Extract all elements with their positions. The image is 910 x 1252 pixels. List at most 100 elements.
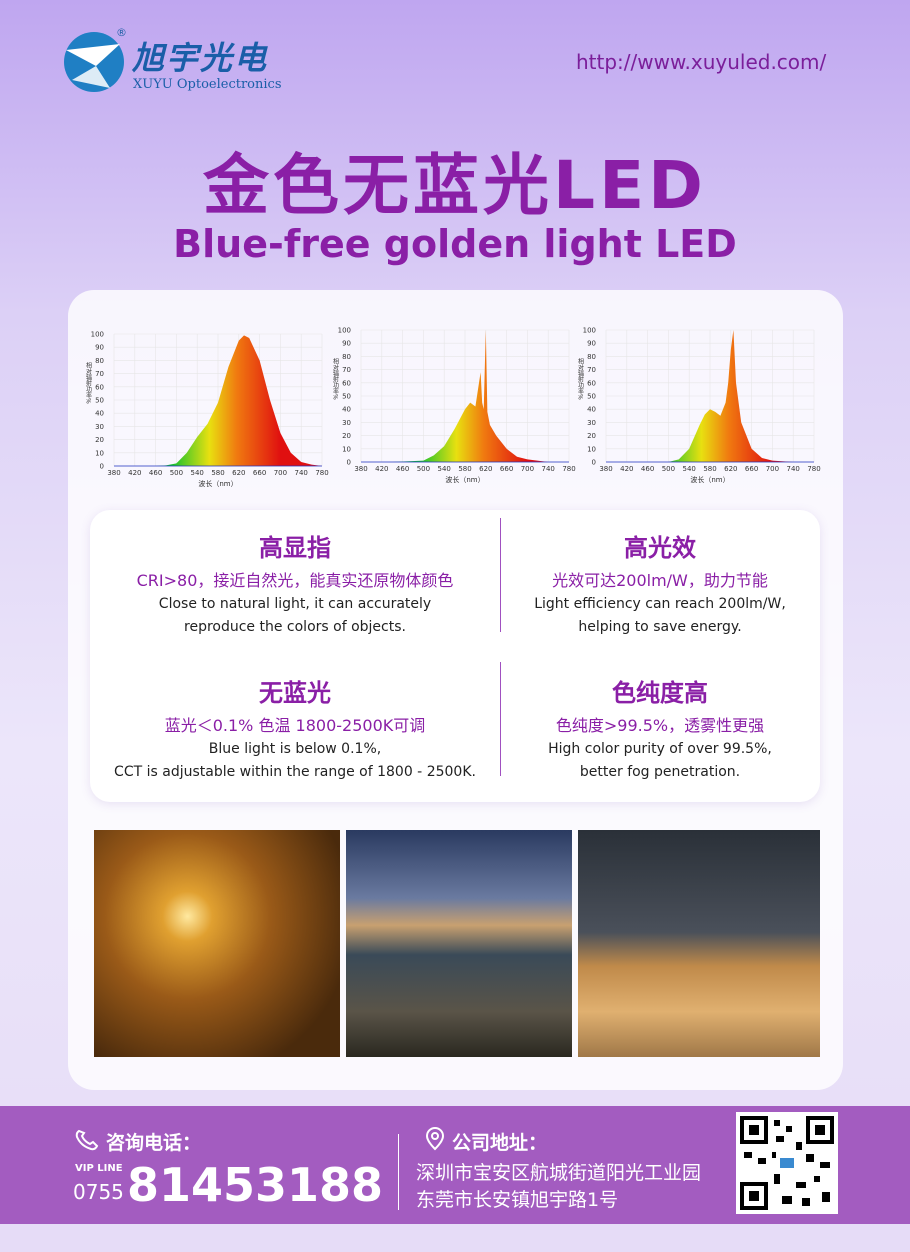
x-tick-label: 580 bbox=[703, 465, 716, 473]
x-tick-label: 780 bbox=[315, 469, 328, 477]
y-tick-label: 50 bbox=[587, 393, 596, 401]
feature-highlight: 蓝光＜0.1% 色温 1800-2500K可调 bbox=[164, 716, 426, 735]
url[interactable]: http://www.xuyuled.com/ bbox=[576, 50, 827, 74]
x-tick-label: 540 bbox=[191, 469, 204, 477]
divider bbox=[398, 1134, 399, 1210]
y-tick-label: 0 bbox=[592, 459, 596, 467]
photo-bedroom bbox=[94, 830, 340, 1057]
feature-text: better fog penetration. bbox=[579, 764, 741, 780]
x-tick-label: 460 bbox=[149, 469, 162, 477]
x-tick-label: 660 bbox=[500, 465, 513, 473]
divider bbox=[500, 518, 501, 632]
y-tick-label: 100 bbox=[583, 327, 596, 335]
spectrum-chart: 0 10 20 30 40 50 60 70 80 90 100 380 420 460 500 540 580… bbox=[577, 327, 821, 485]
spectrum-chart: 0 10 20 30 40 50 60 70 80 90 100 380 420 460 500 540 580… bbox=[332, 327, 576, 485]
x-axis-label: 波长（nm） bbox=[198, 479, 237, 488]
feature-text: Blue light is below 0.1%, bbox=[208, 741, 382, 757]
x-tick-label: 620 bbox=[479, 465, 492, 473]
y-tick-label: 30 bbox=[95, 423, 104, 431]
spectrum-area bbox=[114, 335, 322, 466]
phone-icon bbox=[75, 1129, 99, 1151]
x-tick-label: 700 bbox=[766, 465, 779, 473]
location-icon bbox=[425, 1126, 445, 1151]
x-tick-label: 380 bbox=[107, 469, 120, 477]
address: 深圳市宝安区航城街道阳光工业园 bbox=[416, 1162, 702, 1184]
y-tick-label: 80 bbox=[95, 357, 104, 365]
spectrum-area bbox=[606, 330, 814, 462]
x-tick-label: 460 bbox=[396, 465, 409, 473]
y-tick-label: 30 bbox=[587, 419, 596, 427]
x-tick-label: 620 bbox=[232, 469, 245, 477]
y-tick-label: 90 bbox=[587, 340, 596, 348]
x-tick-label: 420 bbox=[620, 465, 633, 473]
y-tick-label: 40 bbox=[587, 406, 596, 414]
x-tick-label: 740 bbox=[787, 465, 800, 473]
x-axis-label: 波长（nm） bbox=[445, 475, 484, 484]
feature-title: 高显指 bbox=[259, 534, 331, 562]
spectrum-area bbox=[361, 330, 569, 462]
subtitle: Blue-free golden light LED bbox=[173, 222, 737, 266]
y-tick-label: 0 bbox=[347, 459, 351, 467]
logo-icon bbox=[64, 32, 124, 92]
y-tick-label: 20 bbox=[342, 432, 351, 440]
qr-code[interactable] bbox=[736, 1112, 838, 1214]
y-tick-label: 70 bbox=[95, 370, 104, 378]
y-tick-label: 40 bbox=[342, 406, 351, 414]
x-tick-label: 700 bbox=[274, 469, 287, 477]
x-tick-label: 780 bbox=[562, 465, 575, 473]
y-tick-label: 100 bbox=[91, 331, 104, 339]
y-tick-label: 10 bbox=[95, 449, 104, 457]
y-tick-label: 0 bbox=[100, 463, 104, 471]
x-tick-label: 580 bbox=[458, 465, 471, 473]
x-tick-label: 580 bbox=[211, 469, 224, 477]
x-tick-label: 540 bbox=[683, 465, 696, 473]
x-tick-label: 540 bbox=[438, 465, 451, 473]
logo-en: XUYU Optoelectronics bbox=[133, 77, 282, 92]
feature-text: CCT is adjustable within the range of 18… bbox=[114, 764, 476, 780]
spectrum-chart: 0 10 20 30 40 50 60 70 80 90 100 380 420 460 500 540 580… bbox=[85, 331, 329, 489]
x-tick-label: 460 bbox=[641, 465, 654, 473]
y-axis-label: 相对辐射功率% bbox=[85, 361, 92, 404]
phone[interactable]: 81453188 bbox=[127, 1158, 384, 1212]
area-code: 0755 bbox=[73, 1180, 124, 1204]
logo-cn: 旭宇光电 bbox=[132, 39, 269, 77]
y-tick-label: 40 bbox=[95, 410, 104, 418]
address-label: 公司地址： bbox=[452, 1132, 548, 1154]
x-axis-label: 波长（nm） bbox=[690, 475, 729, 484]
photo-road bbox=[578, 830, 820, 1057]
feature-text: Light efficiency can reach 200lm/W, bbox=[534, 596, 786, 612]
address: 东莞市长安镇旭宇路1号 bbox=[416, 1189, 619, 1211]
photo-beach bbox=[346, 830, 572, 1057]
y-tick-label: 80 bbox=[587, 353, 596, 361]
x-tick-label: 660 bbox=[745, 465, 758, 473]
x-tick-label: 500 bbox=[662, 465, 675, 473]
vip-line: VIP LINE bbox=[75, 1163, 123, 1174]
y-tick-label: 20 bbox=[587, 432, 596, 440]
x-tick-label: 420 bbox=[375, 465, 388, 473]
x-tick-label: 380 bbox=[354, 465, 367, 473]
feature-box bbox=[90, 510, 820, 802]
feature-highlight: 色纯度>99.5%，透雾性更强 bbox=[555, 716, 765, 735]
y-tick-label: 20 bbox=[95, 436, 104, 444]
feature-highlight: CRI>80，接近自然光，能真实还原物体颜色 bbox=[136, 571, 454, 590]
feature-title: 无蓝光 bbox=[259, 679, 331, 707]
x-tick-label: 740 bbox=[295, 469, 308, 477]
x-tick-label: 420 bbox=[128, 469, 141, 477]
feature-text: helping to save energy. bbox=[578, 619, 742, 635]
y-tick-label: 70 bbox=[587, 366, 596, 374]
y-tick-label: 60 bbox=[587, 379, 596, 387]
y-tick-label: 60 bbox=[342, 379, 351, 387]
feature-title: 高光效 bbox=[624, 534, 696, 562]
divider bbox=[500, 662, 501, 776]
x-tick-label: 660 bbox=[253, 469, 266, 477]
y-tick-label: 70 bbox=[342, 366, 351, 374]
y-tick-label: 50 bbox=[95, 397, 104, 405]
y-tick-label: 50 bbox=[342, 393, 351, 401]
feature-highlight: 光效可达200lm/W，助力节能 bbox=[552, 571, 768, 590]
feature-text: Close to natural light, it can accuratel… bbox=[158, 596, 432, 612]
x-tick-label: 620 bbox=[724, 465, 737, 473]
y-tick-label: 80 bbox=[342, 353, 351, 361]
x-tick-label: 500 bbox=[417, 465, 430, 473]
phone-label: 咨询电话： bbox=[106, 1132, 202, 1154]
